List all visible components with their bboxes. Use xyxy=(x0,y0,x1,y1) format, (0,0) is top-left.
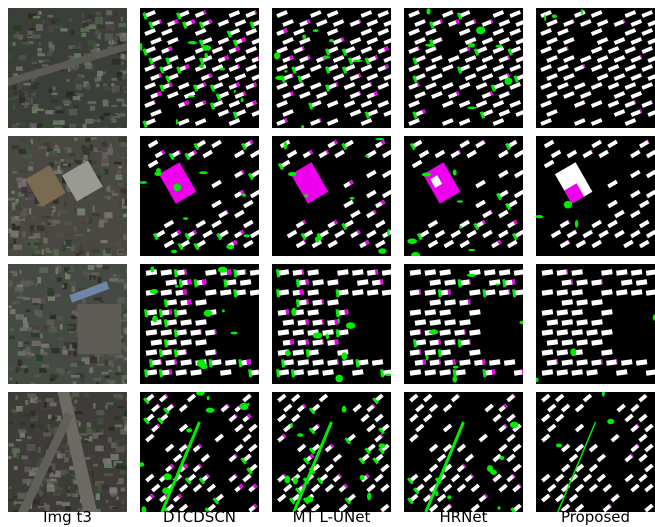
satellite-image-r4-c1 xyxy=(8,392,127,512)
change-map-r1-c4 xyxy=(404,8,523,128)
change-map-r2-c2 xyxy=(140,136,259,256)
change-map-r1-c3 xyxy=(272,8,391,128)
satellite-image-r1-c1 xyxy=(8,8,127,128)
change-map-r3-c5 xyxy=(536,264,655,384)
column-label-hrnet: HRNet xyxy=(439,508,488,526)
change-map-r3-c3 xyxy=(272,264,391,384)
change-map-r4-c5 xyxy=(536,392,655,512)
change-map-r3-c4 xyxy=(404,264,523,384)
change-map-r4-c3 xyxy=(272,392,391,512)
column-label-mt-l-unet: MT L-UNet xyxy=(292,508,371,526)
satellite-image-r3-c1 xyxy=(8,264,127,384)
change-map-r4-c2 xyxy=(140,392,259,512)
column-label-proposed: Proposed xyxy=(560,508,631,526)
satellite-image-r2-c1 xyxy=(8,136,127,256)
column-label-dtcdscn: DTCDSCN xyxy=(162,508,237,526)
change-map-r2-c5 xyxy=(536,136,655,256)
change-map-r2-c3 xyxy=(272,136,391,256)
change-map-r4-c4 xyxy=(404,392,523,512)
change-map-r2-c4 xyxy=(404,136,523,256)
change-map-r1-c2 xyxy=(140,8,259,128)
change-map-r1-c5 xyxy=(536,8,655,128)
change-map-r3-c2 xyxy=(140,264,259,384)
column-label-img-t3: Img t3 xyxy=(43,508,92,526)
